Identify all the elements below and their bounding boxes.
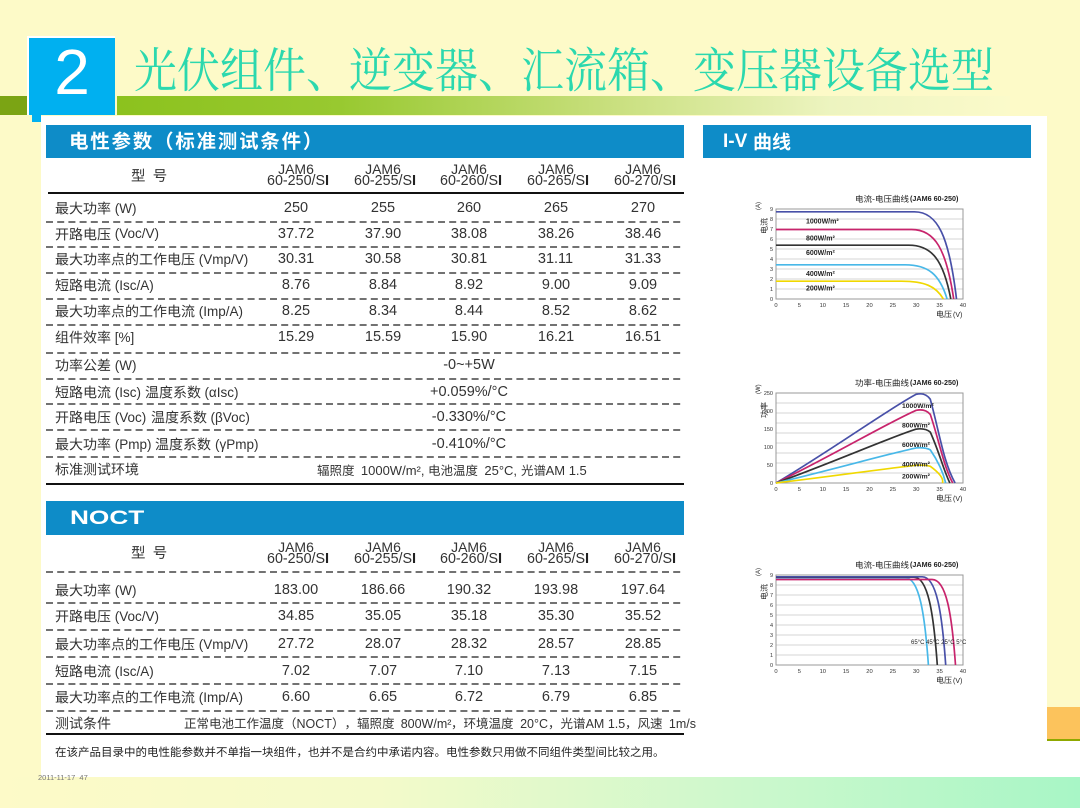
svg-text:0: 0 bbox=[770, 481, 773, 487]
svg-text:40: 40 bbox=[960, 303, 966, 309]
svg-text:7: 7 bbox=[770, 593, 773, 599]
svg-text:10: 10 bbox=[820, 487, 826, 493]
svg-text:15: 15 bbox=[843, 303, 849, 309]
svg-text:150: 150 bbox=[764, 427, 773, 433]
svg-text:800W/m²: 800W/m² bbox=[902, 423, 931, 430]
svg-text:35: 35 bbox=[936, 669, 942, 675]
svg-text:(JAM6 60-250): (JAM6 60-250) bbox=[910, 560, 959, 569]
svg-text:0: 0 bbox=[770, 663, 773, 669]
svg-text:200W/m²: 200W/m² bbox=[902, 474, 931, 481]
svg-text:1000W/m²: 1000W/m² bbox=[806, 219, 839, 226]
svg-text:(V): (V) bbox=[953, 496, 962, 503]
svg-text:20: 20 bbox=[866, 487, 872, 493]
svg-text:3: 3 bbox=[770, 267, 773, 273]
svg-text:65°C 45°C 25°C 5°C: 65°C 45°C 25°C 5°C bbox=[911, 640, 967, 646]
svg-text:40: 40 bbox=[960, 487, 966, 493]
svg-text:(V): (V) bbox=[953, 312, 962, 319]
svg-text:5: 5 bbox=[798, 303, 801, 309]
svg-text:50: 50 bbox=[767, 463, 773, 469]
svg-text:25: 25 bbox=[890, 303, 896, 309]
svg-text:600W/m²: 600W/m² bbox=[806, 250, 835, 257]
svg-text:6: 6 bbox=[770, 237, 773, 243]
svg-text:2: 2 bbox=[770, 643, 773, 649]
svg-text:100: 100 bbox=[764, 445, 773, 451]
svg-text:7: 7 bbox=[770, 227, 773, 233]
svg-text:6: 6 bbox=[770, 603, 773, 609]
svg-text:10: 10 bbox=[820, 303, 826, 309]
svg-text:600W/m²: 600W/m² bbox=[902, 442, 931, 449]
svg-text:(JAM6 60-250): (JAM6 60-250) bbox=[910, 378, 959, 387]
svg-text:25: 25 bbox=[890, 487, 896, 493]
svg-text:(V): (V) bbox=[953, 678, 962, 685]
svg-text:35: 35 bbox=[936, 303, 942, 309]
svg-text:400W/m²: 400W/m² bbox=[806, 271, 835, 278]
svg-text:0: 0 bbox=[774, 669, 777, 675]
svg-text:15: 15 bbox=[843, 669, 849, 675]
svg-text:0: 0 bbox=[774, 487, 777, 493]
svg-text:(W): (W) bbox=[756, 384, 762, 394]
svg-text:1: 1 bbox=[770, 287, 773, 293]
svg-text:5: 5 bbox=[798, 669, 801, 675]
svg-text:1000W/m²: 1000W/m² bbox=[902, 403, 934, 410]
svg-text:3: 3 bbox=[770, 633, 773, 639]
svg-text:200: 200 bbox=[764, 409, 773, 415]
svg-text:5: 5 bbox=[798, 487, 801, 493]
svg-text:400W/m²: 400W/m² bbox=[902, 461, 931, 468]
svg-text:200W/m²: 200W/m² bbox=[806, 286, 835, 293]
svg-text:30: 30 bbox=[913, 487, 919, 493]
svg-text:30: 30 bbox=[913, 669, 919, 675]
svg-text:4: 4 bbox=[770, 623, 773, 629]
svg-text:(A): (A) bbox=[756, 568, 762, 576]
svg-text:5: 5 bbox=[770, 613, 773, 619]
svg-text:40: 40 bbox=[960, 669, 966, 675]
svg-text:0: 0 bbox=[774, 303, 777, 309]
svg-text:0: 0 bbox=[770, 297, 773, 303]
svg-text:(A): (A) bbox=[756, 202, 762, 210]
svg-text:5: 5 bbox=[770, 247, 773, 253]
svg-text:1: 1 bbox=[770, 653, 773, 659]
svg-text:250: 250 bbox=[764, 391, 773, 397]
svg-text:15: 15 bbox=[843, 487, 849, 493]
svg-text:8: 8 bbox=[770, 217, 773, 223]
svg-text:8: 8 bbox=[770, 583, 773, 589]
svg-text:20: 20 bbox=[866, 303, 872, 309]
svg-text:2: 2 bbox=[770, 277, 773, 283]
svg-text:9: 9 bbox=[770, 573, 773, 579]
svg-text:4: 4 bbox=[770, 257, 773, 263]
svg-text:800W/m²: 800W/m² bbox=[806, 236, 835, 243]
svg-text:35: 35 bbox=[936, 487, 942, 493]
svg-text:9: 9 bbox=[770, 207, 773, 213]
svg-text:10: 10 bbox=[820, 669, 826, 675]
svg-text:25: 25 bbox=[890, 669, 896, 675]
svg-text:30: 30 bbox=[913, 303, 919, 309]
svg-text:(JAM6 60-250): (JAM6 60-250) bbox=[910, 194, 959, 203]
svg-text:20: 20 bbox=[866, 669, 872, 675]
